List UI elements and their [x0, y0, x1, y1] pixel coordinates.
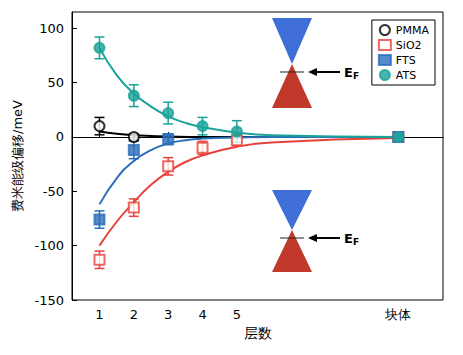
svg-text:层数: 层数: [244, 325, 272, 341]
svg-text:100: 100: [39, 21, 64, 36]
svg-text:SiO2: SiO2: [396, 39, 422, 52]
svg-text:4: 4: [198, 307, 206, 322]
svg-text:-100: -100: [34, 238, 64, 253]
svg-text:块体: 块体: [384, 307, 411, 322]
svg-text:1: 1: [95, 307, 103, 322]
svg-text:3: 3: [164, 307, 172, 322]
svg-text:-150: -150: [34, 293, 64, 308]
svg-text:-50: -50: [43, 184, 64, 199]
svg-text:2: 2: [130, 307, 138, 322]
svg-text:PMMA: PMMA: [396, 24, 430, 37]
svg-text:费米能级偏移/meV: 费米能级偏移/meV: [10, 100, 25, 212]
svg-text:F: F: [353, 71, 359, 81]
svg-text:E: E: [344, 231, 353, 246]
svg-text:FTS: FTS: [396, 54, 416, 67]
svg-text:0: 0: [56, 129, 64, 144]
svg-text:F: F: [353, 237, 359, 247]
svg-text:5: 5: [233, 307, 241, 322]
svg-text:ATS: ATS: [396, 69, 416, 82]
svg-text:E: E: [344, 65, 353, 80]
svg-text:50: 50: [47, 75, 64, 90]
